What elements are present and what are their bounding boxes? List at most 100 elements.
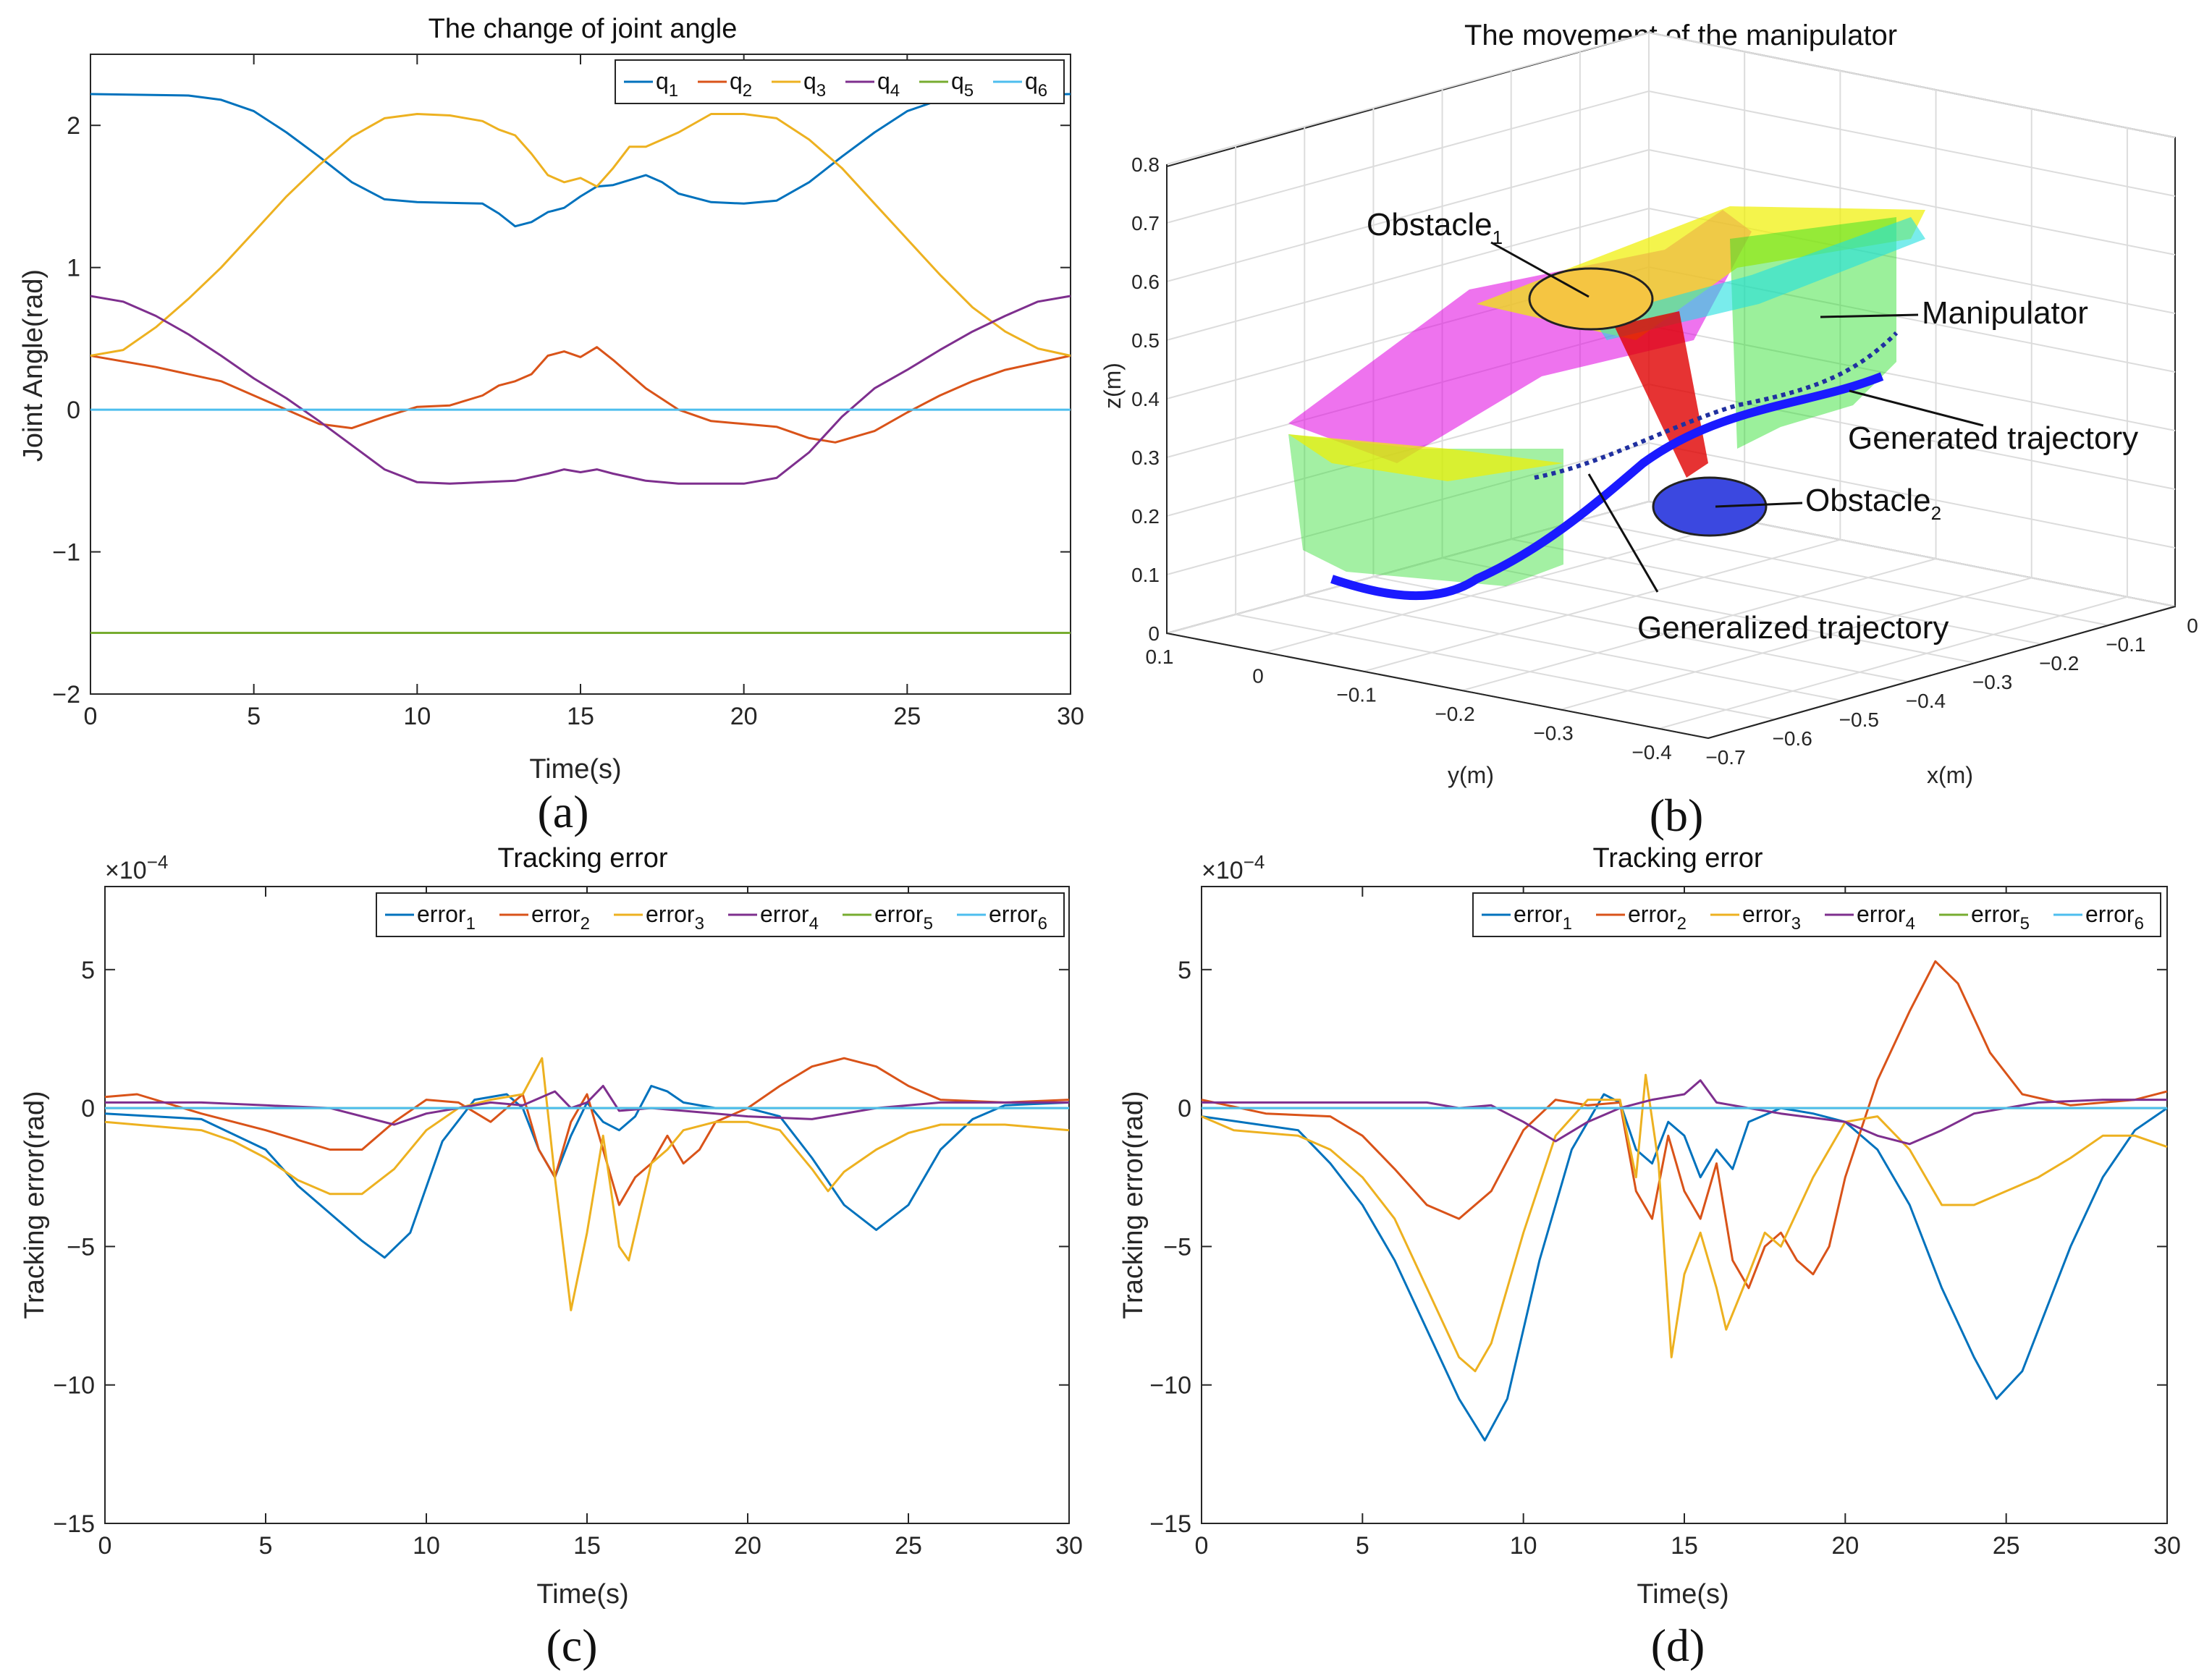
x-grid-floor bbox=[1304, 595, 1842, 701]
legend-entry-q1: q1 bbox=[656, 68, 678, 101]
x-tick-label: 20 bbox=[1831, 1532, 1859, 1560]
panel-d: Tracking error ×10−4 0 5 10 15 20 25 30−15−10−… bbox=[1118, 843, 2181, 1671]
y-tick-label: 0 bbox=[81, 1095, 95, 1122]
z-tick-label: 0.1 bbox=[1131, 564, 1160, 586]
y-grid-floor bbox=[1265, 520, 1745, 654]
panel-c-plot-area bbox=[104, 886, 1070, 1524]
x-grid-floor bbox=[1235, 614, 1776, 720]
legend-entry-sub: 6 bbox=[1038, 914, 1047, 934]
series-line-error4 bbox=[105, 1085, 1069, 1126]
z-tick-label: 0.8 bbox=[1131, 153, 1160, 176]
z-grid-left bbox=[1166, 149, 1650, 282]
legend-entry-error1: error1 bbox=[1514, 901, 1572, 934]
y-tick-label: −0.1 bbox=[1336, 684, 1376, 706]
legend-entry-error5: error5 bbox=[874, 901, 933, 934]
series-line-error2 bbox=[1201, 960, 2168, 1290]
series-line-error3 bbox=[1201, 1073, 2168, 1373]
x-tick-label: 0 bbox=[2187, 614, 2198, 637]
legend-entry-error5: error5 bbox=[1971, 901, 2030, 934]
x-tick-label: 5 bbox=[259, 1532, 273, 1560]
z-tick-label: 0.3 bbox=[1131, 447, 1160, 469]
panel-c-legend: error1 error2 error3 error4 error5 error6 bbox=[376, 892, 1065, 937]
legend-entry-sub: 1 bbox=[1563, 914, 1572, 934]
legend-entry-sub: 2 bbox=[1677, 914, 1687, 934]
x-tick-label: −0.5 bbox=[1839, 709, 1879, 731]
panel-b-ticks: 00.10.20.30.40.50.60.70.80.10−0.1−0.2−0.… bbox=[1131, 153, 2198, 769]
y-tick-label: 5 bbox=[81, 957, 95, 984]
panel-c-xlabel: Time(s) bbox=[536, 1579, 628, 1610]
y-tick-label: −10 bbox=[53, 1372, 95, 1400]
generated-trajectory-curve bbox=[1330, 372, 1884, 601]
x-grid-floor bbox=[1442, 557, 1975, 664]
x-tick-label: 20 bbox=[730, 703, 758, 730]
legend-entry-sub: 3 bbox=[1791, 914, 1801, 934]
y-tick-label: 1 bbox=[67, 255, 80, 282]
y-tick-label: 2 bbox=[67, 112, 80, 140]
obstacle-2-ellipsoid bbox=[1652, 476, 1768, 537]
legend-entry-error4: error4 bbox=[1857, 901, 1915, 934]
panel-b-label: (b) bbox=[1650, 790, 1704, 841]
x-tick-label: 30 bbox=[1055, 1532, 1083, 1560]
series-line-error1 bbox=[1201, 1093, 2168, 1442]
x-tick-label: 15 bbox=[573, 1532, 601, 1560]
z-grid-left bbox=[1166, 208, 1650, 341]
y-tick-label: −2 bbox=[52, 681, 80, 709]
panel-b-annotations: Obstacle1 Manipulator Generated trajecto… bbox=[1367, 207, 2138, 646]
legend-entry-sub: 2 bbox=[581, 914, 590, 934]
y-tick-label: 0.1 bbox=[1146, 646, 1174, 668]
panel-d-ticks: 0 5 10 15 20 25 30−15−10−505 bbox=[1149, 887, 2181, 1560]
annotation-obstacle1: Obstacle1 bbox=[1367, 207, 1503, 248]
annotation-generated-leader bbox=[1849, 389, 1984, 427]
panel-c-ylabel: Tracking error(rad) bbox=[20, 1091, 50, 1319]
series-line-error1 bbox=[104, 1085, 1070, 1259]
legend-box bbox=[376, 892, 1065, 937]
x-tick-label: 15 bbox=[567, 703, 594, 730]
panel-d-title: Tracking error bbox=[1592, 843, 1763, 874]
z-grid-right bbox=[1648, 90, 2176, 197]
x-tick-label: 10 bbox=[1510, 1532, 1537, 1560]
legend-entry-main: error bbox=[1742, 901, 1791, 927]
z-grid-right bbox=[1648, 325, 2176, 431]
panel-b: The movement of the manipulator 00.10.2 bbox=[1099, 20, 2198, 841]
legend-entry-main: error bbox=[531, 901, 581, 927]
y-grid-floor bbox=[1461, 558, 1936, 692]
legend-entry-sub: 5 bbox=[2020, 914, 2030, 934]
x-tick-label: 15 bbox=[1671, 1532, 1698, 1560]
x-tick-label: 0 bbox=[98, 1532, 112, 1560]
legend-entry-error3: error3 bbox=[1742, 901, 1801, 934]
x-tick-label: −0.1 bbox=[2106, 633, 2145, 656]
z-grid-right bbox=[1648, 149, 2176, 255]
legend-entry-q5: q5 bbox=[951, 68, 974, 101]
y-grid-floor bbox=[1658, 596, 2128, 729]
legend-entry-error2: error2 bbox=[1628, 901, 1687, 934]
y-grid-floor bbox=[1363, 538, 1841, 672]
x-tick-label: 20 bbox=[734, 1532, 761, 1560]
y-tick-label: −5 bbox=[67, 1233, 95, 1261]
x-tick-label: −0.6 bbox=[1773, 727, 1812, 750]
panel-a-ylabel: Joint Angle(rad) bbox=[18, 269, 48, 462]
legend-entry-main: error bbox=[874, 901, 924, 927]
annotation-obstacle1-text: Obstacle bbox=[1367, 207, 1493, 242]
panel-d-legend: error1 error2 error3 error4 error5 error6 bbox=[1472, 892, 2161, 937]
panel-a: The change of joint angle 0 5 10 15 20 25 30−2… bbox=[18, 14, 1084, 837]
legend-box bbox=[1472, 892, 2161, 937]
annotation-obstacle2: Obstacle2 bbox=[1805, 483, 1941, 524]
z-grid-right bbox=[1648, 32, 2176, 138]
y-tick-label: −1 bbox=[52, 539, 80, 567]
panel-d-multiplier-base: ×10 bbox=[1202, 857, 1244, 884]
x-grid-floor bbox=[1579, 520, 2109, 626]
annotation-obstacle2-sub: 2 bbox=[1931, 502, 1941, 524]
y-grid-floor bbox=[1560, 577, 2032, 711]
x-tick-label: −0.7 bbox=[1705, 746, 1745, 769]
x-tick-label: 5 bbox=[247, 703, 261, 730]
y-tick-label: −10 bbox=[1149, 1372, 1191, 1400]
z-tick-label: 0.4 bbox=[1131, 388, 1160, 410]
y-tick-label: −5 bbox=[1163, 1233, 1191, 1261]
x-grid-floor bbox=[1511, 538, 2042, 645]
legend-entry-main: error bbox=[1514, 901, 1563, 927]
y-tick-label: −0.4 bbox=[1631, 741, 1671, 764]
legend-entry-sub: 6 bbox=[2135, 914, 2144, 934]
panel-b-zlabel: z(m) bbox=[1099, 363, 1126, 409]
legend-entry-sub: 1 bbox=[669, 81, 678, 101]
annotation-manipulator-leader bbox=[1820, 313, 1919, 318]
